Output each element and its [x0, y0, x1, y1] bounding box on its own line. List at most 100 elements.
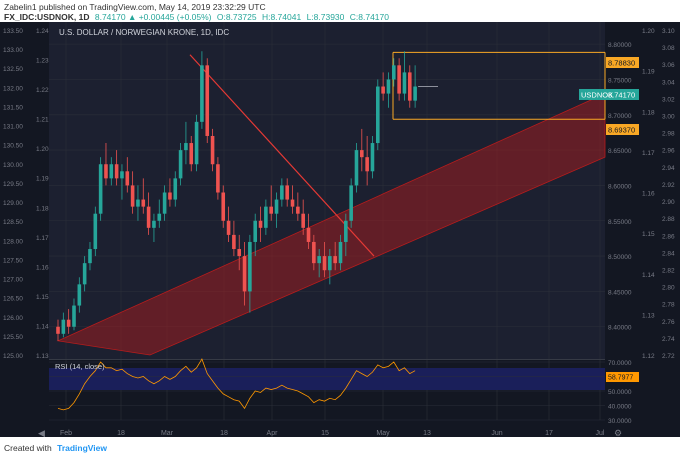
left-inner-axis: 1.13 1.14 1.15 1.16 1.17 1.18 1.19 1.20 1.21 1.22…	[36, 28, 49, 360]
candle-body	[109, 164, 114, 179]
rsi-value-label: 58.7977	[608, 375, 633, 382]
right-outer-tick: 2.86	[662, 233, 675, 240]
support-label: 8.69370	[608, 126, 635, 135]
candle-body	[114, 164, 119, 179]
support-label-bg	[606, 124, 639, 135]
pane-separator[interactable]	[49, 359, 605, 360]
usdnok-price-axis: 8.40000 8.45000 8.50000 8.55000 8.60000 8.650…	[608, 42, 632, 332]
candle-body	[77, 284, 82, 306]
right-outer-tick: 2.96	[662, 148, 675, 155]
left-outer-tick: 129.00	[3, 200, 23, 207]
candle-body	[386, 79, 391, 94]
candle-body	[232, 234, 236, 250]
left-inner-tick: 1.14	[36, 323, 49, 330]
candle-body	[306, 227, 311, 242]
left-inner-tick: 1.21	[36, 117, 49, 124]
time-tick: 18	[220, 430, 228, 437]
settings-icon[interactable]: ⚙	[614, 428, 622, 437]
candle-body	[93, 213, 98, 250]
symbol-info: FX_IDC:USDNOK, 1D 8.74170 ▲ +0.00445 (+0…	[4, 12, 389, 22]
right-outer-tick: 3.04	[662, 79, 675, 86]
left-outer-tick: 127.50	[3, 257, 23, 264]
scroll-left-icon[interactable]: ◀	[38, 428, 45, 437]
right-outer-tick: 2.82	[662, 267, 675, 274]
candle-body	[290, 199, 295, 207]
candle-body	[226, 220, 231, 235]
usdnok-tick: 8.65000	[608, 148, 632, 155]
right-inner-tick: 1.15	[642, 231, 655, 238]
time-tick: Mar	[161, 430, 174, 437]
usdnok-tick: 8.60000	[608, 183, 632, 190]
rsi-tick: 30.0000	[608, 418, 632, 425]
candle-body	[205, 65, 210, 136]
usdnok-tick: 8.50000	[608, 254, 632, 261]
candle-body	[253, 220, 258, 242]
candle-body	[317, 256, 321, 264]
candle-body	[370, 143, 375, 172]
right-outer-tick: 2.78	[662, 302, 675, 309]
publish-info: Zabelin1 published on TradingView.com, M…	[4, 2, 266, 12]
candle-body	[264, 206, 268, 228]
left-outer-tick: 130.00	[3, 162, 23, 169]
price-change: 8.74170 ▲ +0.00445 (+0.05%)	[94, 12, 212, 22]
price-labels: 8.78830 8.69370 USDNOK 8.74170	[579, 57, 639, 135]
candle-body	[296, 206, 300, 214]
left-outer-tick: 133.50	[3, 28, 23, 35]
candle-body	[344, 220, 348, 242]
right-inner-tick: 1.19	[642, 69, 655, 76]
candle-body	[130, 185, 135, 207]
right-inner-tick: 1.12	[642, 353, 655, 360]
time-tick: 15	[321, 430, 329, 437]
candle-body	[269, 206, 273, 214]
candle-body	[365, 157, 369, 172]
candle-body	[56, 326, 60, 334]
time-tick: Apr	[267, 430, 279, 437]
candle-body	[141, 199, 146, 207]
candle-body	[82, 263, 87, 285]
rsi-tick: 70.0000	[608, 360, 632, 367]
right-outer-tick: 2.92	[662, 182, 675, 189]
left-outer-tick: 132.00	[3, 85, 23, 92]
candle-body	[333, 256, 337, 264]
usdnok-tick: 8.40000	[608, 325, 632, 332]
left-outer-tick: 132.50	[3, 66, 23, 73]
time-tick: May	[376, 430, 390, 437]
candle-body	[221, 192, 226, 221]
candle-body	[376, 86, 380, 144]
candle-body	[301, 213, 305, 228]
left-inner-tick: 1.18	[36, 205, 49, 212]
candle-body	[402, 72, 407, 94]
candle-body	[242, 256, 247, 292]
time-tick: Jun	[491, 430, 502, 437]
candle-body	[338, 241, 343, 264]
left-inner-tick: 1.23	[36, 58, 49, 65]
candle-body	[120, 171, 124, 179]
candle-body	[200, 65, 204, 122]
candle-body	[66, 319, 71, 327]
rsi-line	[57, 358, 416, 411]
chart-title: U.S. DOLLAR / NORWEGIAN KRONE, 1D, IDC	[59, 28, 229, 37]
left-inner-tick: 1.13	[36, 353, 49, 360]
time-tick: Feb	[60, 430, 72, 437]
right-outer-axis: 2.72 2.74 2.76 2.78 2.80 2.82 2.84 2.86 2.88 2.90…	[662, 28, 675, 360]
right-inner-tick: 1.20	[642, 28, 655, 35]
right-outer-tick: 3.00	[662, 114, 675, 121]
candle-body	[88, 249, 92, 264]
close-value: C:8.74170	[349, 12, 389, 22]
left-outer-tick: 126.00	[3, 315, 23, 322]
candle-body	[162, 192, 167, 214]
candle-body	[360, 150, 364, 158]
rsi-tick: 40.0000	[608, 404, 632, 411]
left-outer-tick: 130.50	[3, 143, 23, 150]
right-outer-tick: 2.72	[662, 353, 675, 360]
tradingview-brand[interactable]: TradingView	[57, 443, 108, 453]
candle-body	[354, 150, 359, 186]
right-inner-axis: 1.12 1.13 1.14 1.15 1.16 1.17 1.18 1.19 1.20	[642, 28, 655, 360]
rsi-grid-lines	[49, 361, 605, 421]
right-outer-tick: 3.02	[662, 96, 675, 103]
candle-body	[136, 199, 140, 207]
right-inner-tick: 1.16	[642, 191, 655, 198]
candle-body	[274, 199, 279, 214]
last-price-label-bg	[579, 89, 639, 100]
chart-canvas[interactable]: U.S. DOLLAR / NORWEGIAN KRONE, 1D, IDC 8…	[0, 22, 680, 437]
